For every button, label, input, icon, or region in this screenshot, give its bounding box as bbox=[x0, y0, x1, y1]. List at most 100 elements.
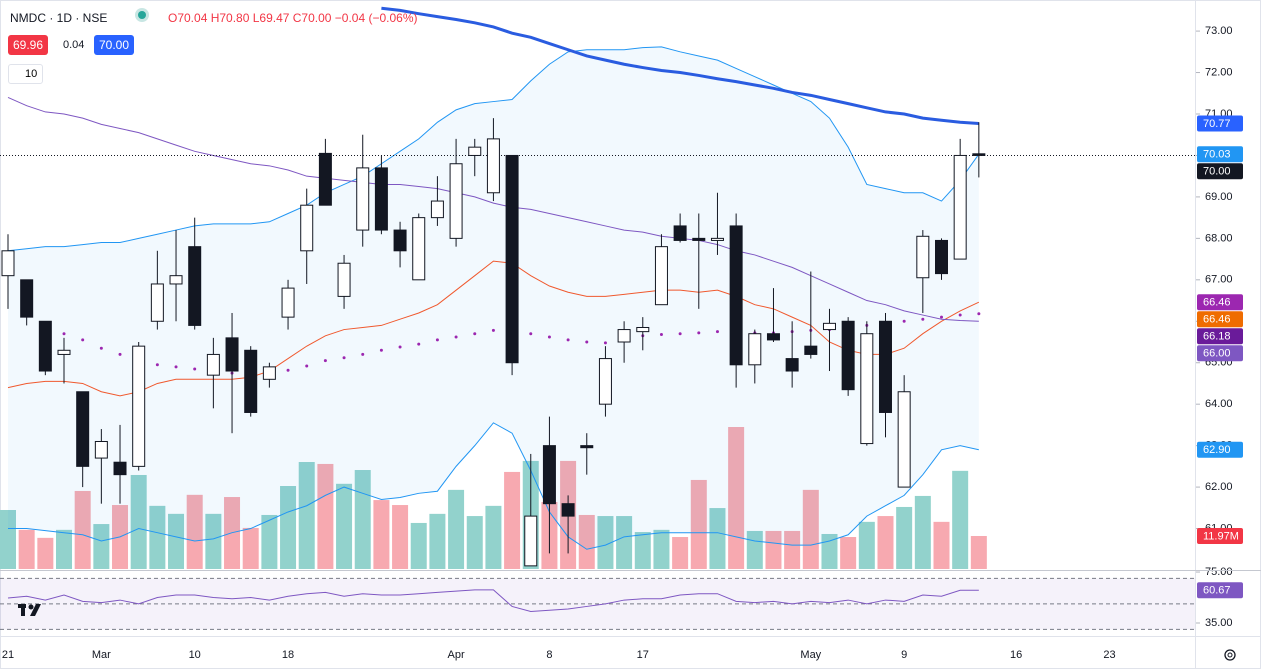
y-tick-label: 73.00 bbox=[1205, 25, 1233, 37]
price-tag bbox=[1197, 345, 1243, 362]
dot bbox=[958, 313, 962, 317]
x-tick-label: 9 bbox=[901, 649, 907, 661]
line bbox=[8, 422, 979, 550]
volume-bar bbox=[616, 516, 633, 569]
volume-bar bbox=[429, 513, 446, 569]
x-tick-label: 16 bbox=[1010, 649, 1022, 661]
price-tag-label: 11.97M bbox=[1203, 530, 1239, 542]
price-tag-label: 66.18 bbox=[1203, 331, 1231, 343]
volume-bar bbox=[653, 529, 670, 569]
volume-bar bbox=[485, 505, 502, 569]
price-tag-label: 66.46 bbox=[1203, 314, 1231, 326]
price-tag-label: 66.46 bbox=[1203, 297, 1231, 309]
dot bbox=[940, 315, 943, 319]
band-fill bbox=[8, 46, 979, 550]
line bbox=[381, 6, 979, 126]
price-layer bbox=[0, 6, 1195, 567]
candle-body bbox=[486, 138, 500, 194]
dot bbox=[491, 328, 495, 332]
dot bbox=[435, 338, 439, 342]
volume-bar bbox=[56, 529, 73, 569]
candle-body bbox=[972, 153, 986, 156]
candle-body bbox=[76, 391, 90, 467]
axis-layer: 73.0072.0071.0070.0069.0068.0067.0066.00… bbox=[2, 25, 1243, 661]
volume-bar bbox=[896, 506, 913, 569]
candle-body bbox=[692, 237, 706, 241]
candle-body bbox=[748, 333, 762, 366]
price-tag bbox=[1197, 311, 1243, 328]
candle-body bbox=[561, 503, 575, 517]
line bbox=[7, 96, 979, 322]
settings-icon[interactable] bbox=[1224, 649, 1236, 661]
volume-bar bbox=[877, 516, 894, 569]
candle-body bbox=[860, 333, 874, 445]
candle-body bbox=[57, 349, 71, 355]
dot bbox=[342, 356, 346, 360]
dot bbox=[566, 338, 570, 342]
line bbox=[7, 260, 980, 397]
volume-bar bbox=[578, 514, 595, 569]
candle-body bbox=[505, 154, 519, 364]
y-tick-label: 35.00 bbox=[1205, 617, 1233, 629]
x-tick-label: Apr bbox=[448, 649, 465, 661]
volume-bar bbox=[448, 489, 465, 569]
volume-bar bbox=[840, 537, 857, 569]
logo bbox=[18, 604, 41, 616]
volume-bar bbox=[765, 530, 782, 569]
volume-bar bbox=[186, 494, 203, 569]
volume-bar bbox=[149, 505, 166, 569]
y-tick-label: 62.00 bbox=[1205, 481, 1233, 493]
candle-body bbox=[169, 275, 183, 285]
candle-body bbox=[206, 353, 220, 376]
indicator-toggle[interactable]: 10 bbox=[8, 64, 44, 84]
candle-body bbox=[94, 440, 108, 459]
dot bbox=[473, 332, 477, 336]
volume-bar bbox=[970, 535, 987, 569]
volume-bar bbox=[261, 514, 278, 569]
dot bbox=[305, 364, 309, 368]
dot bbox=[361, 352, 365, 356]
candle-body bbox=[822, 322, 836, 331]
candle-body bbox=[300, 204, 314, 252]
dot bbox=[678, 332, 682, 336]
x-tick-label: 21 bbox=[2, 649, 14, 661]
candle-body bbox=[654, 246, 668, 306]
candle-body bbox=[281, 287, 295, 318]
volume-bar bbox=[597, 516, 614, 569]
dot bbox=[174, 365, 178, 369]
dot bbox=[603, 341, 607, 345]
spread: 0.04 bbox=[63, 39, 85, 51]
buy-button[interactable]: 70.00 bbox=[94, 35, 135, 55]
candle-body bbox=[953, 154, 967, 260]
volume-bar bbox=[672, 537, 689, 569]
y-tick-label: 68.00 bbox=[1205, 232, 1233, 244]
volume-bar bbox=[504, 471, 521, 569]
volume-bar bbox=[0, 509, 16, 569]
dot bbox=[417, 342, 421, 346]
dot bbox=[977, 312, 981, 316]
candle-body bbox=[430, 200, 444, 219]
candle-body bbox=[132, 345, 146, 467]
price-tag-label: 66.00 bbox=[1203, 348, 1231, 360]
dot bbox=[715, 330, 719, 334]
line bbox=[7, 46, 980, 252]
price-tag-label: 70.77 bbox=[1203, 118, 1231, 130]
x-tick-label: 23 bbox=[1103, 649, 1115, 661]
volume-bar bbox=[130, 474, 147, 569]
candle-body bbox=[244, 349, 258, 413]
dot bbox=[547, 335, 551, 339]
volume-bar bbox=[914, 495, 931, 569]
x-tick-label: 18 bbox=[282, 649, 294, 661]
candle-body bbox=[468, 146, 482, 156]
volume-layer bbox=[0, 427, 987, 569]
price-tag bbox=[1197, 527, 1243, 544]
volume-bar bbox=[802, 489, 819, 569]
volume-bar bbox=[784, 530, 801, 569]
dot bbox=[398, 345, 402, 349]
dot bbox=[155, 363, 159, 367]
candle-body bbox=[729, 225, 743, 366]
dot bbox=[697, 331, 701, 335]
candle-body bbox=[188, 246, 202, 326]
sell-button[interactable]: 69.96 bbox=[8, 35, 49, 55]
price-tag-label: 70.03 bbox=[1203, 149, 1231, 161]
